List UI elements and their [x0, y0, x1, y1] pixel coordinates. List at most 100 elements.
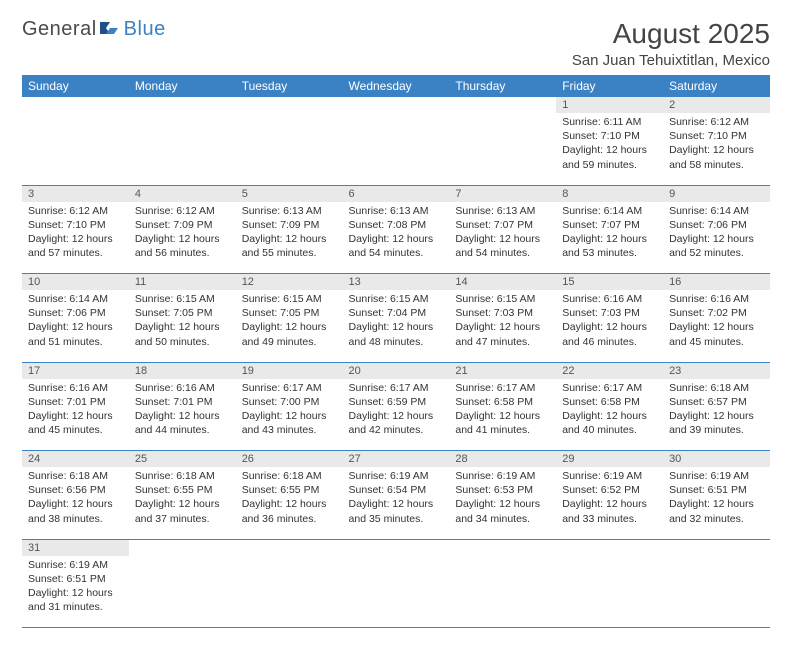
sunrise-text: Sunrise: 6:18 AM	[669, 381, 764, 395]
day-number: 30	[663, 451, 770, 468]
daylight-text: Daylight: 12 hours and 51 minutes.	[28, 320, 123, 348]
day-number: 7	[449, 185, 556, 202]
day-cell	[236, 556, 343, 628]
day-cell: Sunrise: 6:18 AMSunset: 6:55 PMDaylight:…	[236, 467, 343, 539]
daynum-row: 12	[22, 97, 770, 113]
day-cell: Sunrise: 6:19 AMSunset: 6:53 PMDaylight:…	[449, 467, 556, 539]
day-cell: Sunrise: 6:13 AMSunset: 7:08 PMDaylight:…	[343, 202, 450, 274]
day-details: Sunrise: 6:12 AMSunset: 7:09 PMDaylight:…	[135, 204, 230, 261]
sunrise-text: Sunrise: 6:17 AM	[242, 381, 337, 395]
sunrise-text: Sunrise: 6:13 AM	[242, 204, 337, 218]
day-cell	[449, 556, 556, 628]
day-number	[663, 539, 770, 556]
day-cell: Sunrise: 6:19 AMSunset: 6:51 PMDaylight:…	[663, 467, 770, 539]
daylight-text: Daylight: 12 hours and 35 minutes.	[349, 497, 444, 525]
daylight-text: Daylight: 12 hours and 32 minutes.	[669, 497, 764, 525]
day-number	[449, 97, 556, 113]
day-number: 17	[22, 362, 129, 379]
day-number: 13	[343, 274, 450, 291]
day-cell: Sunrise: 6:16 AMSunset: 7:01 PMDaylight:…	[22, 379, 129, 451]
sunset-text: Sunset: 6:52 PM	[562, 483, 657, 497]
day-cell	[129, 556, 236, 628]
day-header: Sunday	[22, 75, 129, 97]
day-cell: Sunrise: 6:16 AMSunset: 7:02 PMDaylight:…	[663, 290, 770, 362]
sunset-text: Sunset: 7:00 PM	[242, 395, 337, 409]
week-row: Sunrise: 6:12 AM Sunset: 7:10 PMDaylight:…	[22, 202, 770, 274]
day-cell	[129, 113, 236, 185]
day-number: 2	[663, 97, 770, 113]
sunset-text: Sunset: 7:05 PM	[242, 306, 337, 320]
daylight-text: Daylight: 12 hours and 57 minutes.	[28, 232, 123, 260]
week-row: Sunrise: 6:11 AMSunset: 7:10 PMDaylight:…	[22, 113, 770, 185]
sunrise-text: Sunrise: 6:14 AM	[28, 292, 123, 306]
day-number: 11	[129, 274, 236, 291]
day-number: 5	[236, 185, 343, 202]
daylight-text: Daylight: 12 hours and 38 minutes.	[28, 497, 123, 525]
sunset-text: Sunset: 6:58 PM	[562, 395, 657, 409]
day-details: Sunrise: 6:18 AMSunset: 6:57 PMDaylight:…	[669, 381, 764, 438]
sunrise-text: Sunrise: 6:16 AM	[28, 381, 123, 395]
daylight-text: Daylight: 12 hours and 36 minutes.	[242, 497, 337, 525]
day-details: Sunrise: 6:15 AMSunset: 7:03 PMDaylight:…	[455, 292, 550, 349]
sunrise-text: Sunrise: 6:11 AM	[562, 115, 657, 129]
day-details: Sunrise: 6:16 AMSunset: 7:01 PMDaylight:…	[135, 381, 230, 438]
day-cell: Sunrise: 6:12 AMSunset: 7:09 PMDaylight:…	[129, 202, 236, 274]
sunset-text: Sunset: 7:06 PM	[669, 218, 764, 232]
daylight-text: Daylight: 12 hours and 50 minutes.	[135, 320, 230, 348]
daynum-row: 31	[22, 539, 770, 556]
day-number: 20	[343, 362, 450, 379]
sunset-text: Sunset: 7:07 PM	[455, 218, 550, 232]
day-header-row: SundayMondayTuesdayWednesdayThursdayFrid…	[22, 75, 770, 97]
day-cell	[343, 113, 450, 185]
day-number	[343, 539, 450, 556]
sunrise-text: Sunrise: 6:19 AM	[562, 469, 657, 483]
daylight-text: Daylight: 12 hours and 47 minutes.	[455, 320, 550, 348]
day-header: Friday	[556, 75, 663, 97]
daylight-text: Daylight: 12 hours and 58 minutes.	[669, 143, 764, 171]
daylight-text: Daylight: 12 hours and 48 minutes.	[349, 320, 444, 348]
sunrise-text: Sunrise: 6:17 AM	[455, 381, 550, 395]
day-details: Sunrise: 6:17 AMSunset: 6:59 PMDaylight:…	[349, 381, 444, 438]
day-cell: Sunrise: 6:15 AMSunset: 7:05 PMDaylight:…	[236, 290, 343, 362]
sunset-text: Sunset: 6:54 PM	[349, 483, 444, 497]
day-number	[129, 539, 236, 556]
week-row: Sunrise: 6:18 AMSunset: 6:56 PMDaylight:…	[22, 467, 770, 539]
day-cell: Sunrise: 6:12 AMSunset: 7:10 PMDaylight:…	[663, 113, 770, 185]
day-cell: Sunrise: 6:17 AMSunset: 6:58 PMDaylight:…	[449, 379, 556, 451]
day-details: Sunrise: 6:14 AMSunset: 7:06 PMDaylight:…	[669, 204, 764, 261]
calendar-body: 12Sunrise: 6:11 AMSunset: 7:10 PMDayligh…	[22, 97, 770, 628]
logo-text-blue: Blue	[124, 18, 166, 41]
day-number	[449, 539, 556, 556]
logo-text-general: General	[22, 18, 97, 41]
sunrise-text: Sunrise: 6:15 AM	[242, 292, 337, 306]
day-number: 4	[129, 185, 236, 202]
day-details: Sunrise: 6:12 AMSunset: 7:10 PMDaylight:…	[669, 115, 764, 172]
day-cell: Sunrise: 6:15 AMSunset: 7:04 PMDaylight:…	[343, 290, 450, 362]
sunrise-text: Sunrise: 6:17 AM	[562, 381, 657, 395]
day-details: Sunrise: 6:17 AMSunset: 6:58 PMDaylight:…	[455, 381, 550, 438]
sunset-text: Sunset: 7:05 PM	[135, 306, 230, 320]
day-details: Sunrise: 6:19 AMSunset: 6:54 PMDaylight:…	[349, 469, 444, 526]
sunset-text: Sunset: 7:02 PM	[669, 306, 764, 320]
day-details: Sunrise: 6:13 AMSunset: 7:09 PMDaylight:…	[242, 204, 337, 261]
day-number: 25	[129, 451, 236, 468]
daylight-text: Daylight: 12 hours and 49 minutes.	[242, 320, 337, 348]
day-details: Sunrise: 6:17 AMSunset: 6:58 PMDaylight:…	[562, 381, 657, 438]
day-cell: Sunrise: 6:13 AMSunset: 7:07 PMDaylight:…	[449, 202, 556, 274]
sunset-text: Sunset: 6:58 PM	[455, 395, 550, 409]
daylight-text: Daylight: 12 hours and 59 minutes.	[562, 143, 657, 171]
sunset-text: Sunset: 7:10 PM	[669, 129, 764, 143]
day-number: 8	[556, 185, 663, 202]
sunrise-text: Sunrise: 6:12 AM	[135, 204, 230, 218]
sunrise-text: Sunrise: 6:19 AM	[455, 469, 550, 483]
day-cell: Sunrise: 6:11 AMSunset: 7:10 PMDaylight:…	[556, 113, 663, 185]
sunset-text: Sunset: 7:10 PM	[28, 218, 123, 232]
daylight-text: Daylight: 12 hours and 45 minutes.	[28, 409, 123, 437]
day-cell: Sunrise: 6:13 AMSunset: 7:09 PMDaylight:…	[236, 202, 343, 274]
sunrise-text: Sunrise: 6:17 AM	[349, 381, 444, 395]
daylight-text: Daylight: 12 hours and 40 minutes.	[562, 409, 657, 437]
day-details: Sunrise: 6:15 AMSunset: 7:04 PMDaylight:…	[349, 292, 444, 349]
day-header: Saturday	[663, 75, 770, 97]
day-details: Sunrise: 6:16 AMSunset: 7:01 PMDaylight:…	[28, 381, 123, 438]
daynum-row: 17181920212223	[22, 362, 770, 379]
